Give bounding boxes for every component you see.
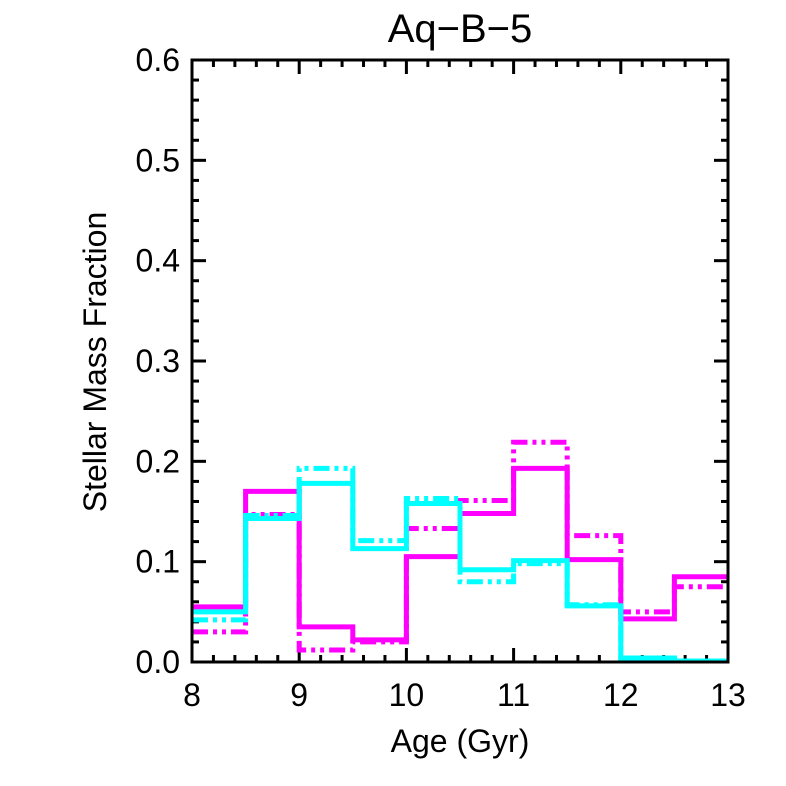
tick-labels: 8 9 10 11 12 13 0.0 0.1 0.2 0.3 0.4 0.5 0.6 (136, 42, 746, 713)
plot-frame (190, 58, 730, 664)
y-axis-label: Stellar Mass Fraction (77, 212, 113, 513)
y-tick-label: 0.4 (136, 243, 180, 279)
y-tick-label: 0.3 (136, 343, 180, 379)
y-tick-label: 0.5 (136, 142, 180, 178)
x-tick-label: 9 (290, 677, 308, 713)
y-tick-label: 0.0 (136, 644, 180, 680)
chart-title: Aq−B−5 (388, 7, 533, 51)
y-tick-label: 0.2 (136, 443, 180, 479)
y-tick-label: 0.6 (136, 42, 180, 78)
y-tick-label: 0.1 (136, 544, 180, 580)
x-tick-label: 8 (183, 677, 201, 713)
series-line-cyan-dashdot (192, 465, 728, 664)
x-tick-label: 13 (710, 677, 746, 713)
x-tick-label: 12 (603, 677, 639, 713)
x-tick-label: 10 (389, 677, 425, 713)
data-series (192, 439, 728, 664)
x-axis-label: Age (Gyr) (391, 723, 530, 759)
x-tick-label: 11 (497, 677, 530, 713)
